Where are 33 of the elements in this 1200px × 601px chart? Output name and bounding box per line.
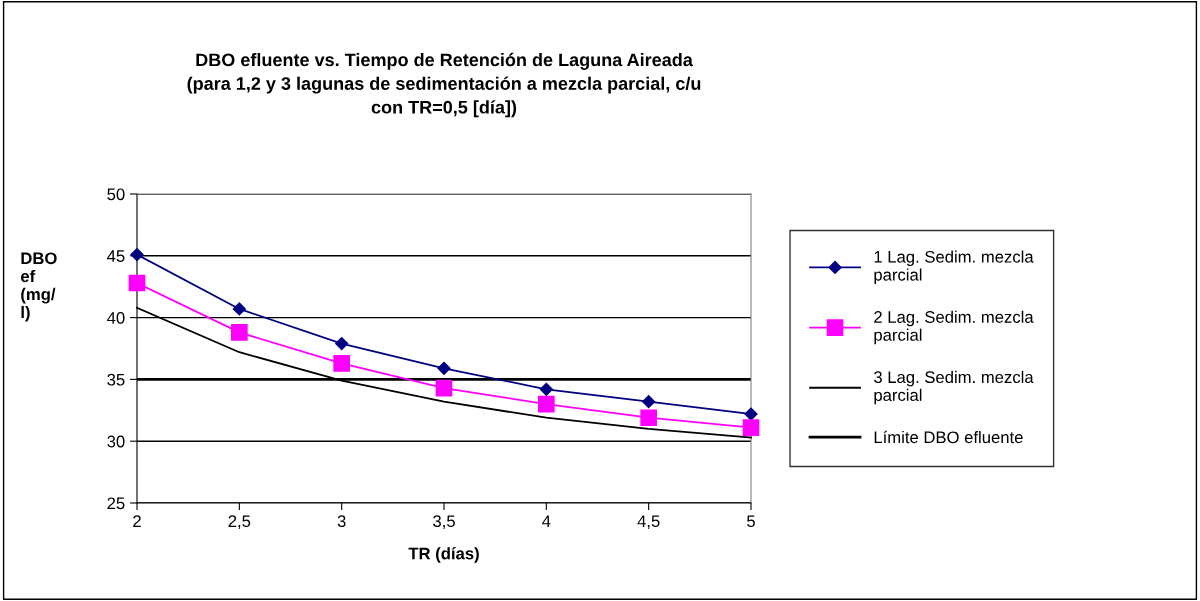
point bbox=[333, 354, 351, 372]
chart-title: DBO efluente vs. Tiempo de Retención de Laguna Aireada (para 1,2 y 3 lagunas de sedimentación a mezcla parcial, c/u con TR=0,5 [día]) bbox=[187, 52, 701, 118]
legend-label: 1 Lag. Sedim. mezcla parcial bbox=[874, 250, 1034, 284]
legend-label: Límite DBO efluente bbox=[874, 430, 1023, 444]
x-tick-label: 5 bbox=[747, 515, 755, 528]
y-axis-title: DBO ef (mg/ l) bbox=[20, 252, 57, 322]
point bbox=[435, 379, 453, 397]
point bbox=[130, 247, 144, 262]
point bbox=[742, 419, 760, 436]
y-tick-label: 50 bbox=[107, 188, 125, 201]
point bbox=[128, 274, 146, 292]
y-tick-label: 40 bbox=[107, 312, 125, 324]
y-tick-label: 35 bbox=[107, 373, 125, 386]
point bbox=[537, 395, 555, 413]
x-tick-label: 4,5 bbox=[637, 515, 660, 530]
x-tick-label: 2,5 bbox=[228, 515, 251, 530]
point bbox=[642, 395, 656, 409]
legend-label: 2 Lag. Sedim. mezcla parcial bbox=[874, 310, 1034, 345]
point bbox=[437, 361, 451, 375]
point bbox=[230, 324, 248, 341]
x-tick-label: 2 bbox=[133, 515, 141, 527]
point bbox=[232, 302, 246, 316]
point bbox=[335, 336, 349, 351]
y-tick-label: 25 bbox=[107, 497, 125, 510]
point bbox=[640, 409, 658, 427]
x-axis-title: TR (días) bbox=[408, 547, 479, 563]
x-tick-label: 4 bbox=[542, 515, 551, 527]
x-tick-label: 3 bbox=[337, 515, 346, 528]
y-tick-label: 45 bbox=[107, 250, 125, 262]
x-tick-label: 3,5 bbox=[433, 515, 455, 530]
legend-label: 3 Lag. Sedim. mezcla parcial bbox=[874, 370, 1034, 405]
y-tick-label: 30 bbox=[107, 435, 125, 448]
point bbox=[539, 382, 553, 396]
